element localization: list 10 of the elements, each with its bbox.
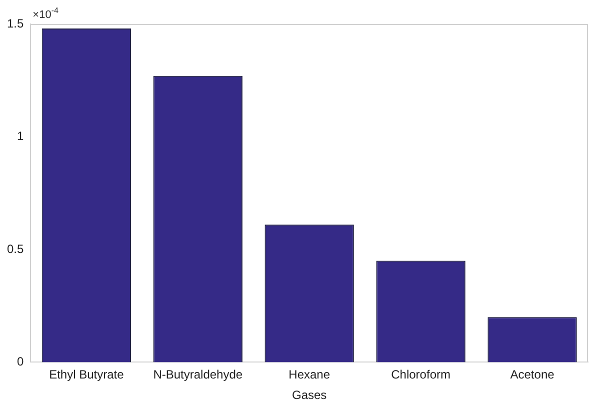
y-tick-label: 1.5 [6, 16, 24, 30]
y-tick-label: 0 [16, 354, 24, 369]
x-axis-title: Gases [292, 388, 327, 402]
x-tick-label: Hexane [288, 368, 330, 382]
y-tick-label: 1 [16, 129, 24, 144]
y-tick-label: 0.5 [6, 242, 24, 256]
x-tick-label: Ethyl Butyrate [49, 368, 124, 382]
x-tick-label: Acetone [510, 368, 555, 382]
x-tick-label: Chloroform [391, 368, 450, 382]
x-tick-label: N-Butyraldehyde [153, 368, 243, 382]
